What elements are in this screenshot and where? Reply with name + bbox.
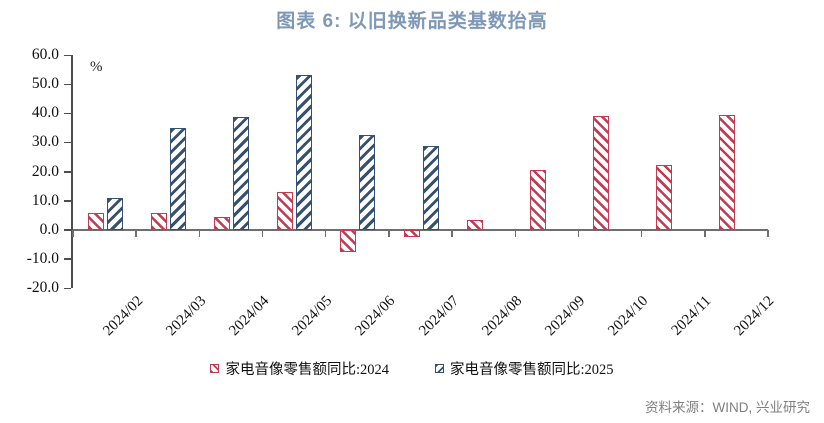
legend-marker-2024-icon: [210, 364, 220, 373]
y-axis-tick-label: -10.0: [26, 249, 59, 267]
bar-2025-2024/03: [169, 127, 186, 230]
y-axis-tick-label: 50.0: [31, 75, 59, 93]
y-axis-tick-label: 60.0: [31, 46, 59, 63]
bar-2024-2024/03: [150, 212, 167, 230]
x-axis-tick: [72, 229, 74, 237]
bar-2024-2024/04: [213, 216, 230, 230]
y-axis-tick-label: 0.0: [39, 220, 59, 238]
y-axis-tick-label: -20.0: [26, 279, 59, 296]
y-axis-tick: [64, 229, 71, 231]
y-axis-tick-label: 30.0: [31, 133, 59, 151]
legend-label-2024: 家电音像零售额同比:2024: [225, 362, 389, 378]
bar-2024-2024/05: [277, 192, 294, 230]
x-axis-baseline: [73, 228, 768, 231]
x-axis-tick: [767, 229, 769, 237]
y-axis-tick: [64, 141, 71, 144]
chart-legend: 家电音像零售额同比:2024 家电音像零售额同比:2025: [0, 358, 824, 379]
bar-2025-2024/07: [422, 146, 439, 230]
x-axis-tick: [577, 229, 580, 237]
legend-marker-2025-icon: [435, 364, 444, 373]
bar-2024-2024/09: [529, 170, 546, 230]
x-axis-tick: [324, 229, 327, 237]
y-axis-line: [71, 55, 73, 288]
y-axis-tick-label: 20.0: [31, 162, 59, 180]
bar-2024-2024/10: [593, 115, 610, 230]
y-axis-tick-label: 10.0: [31, 191, 59, 209]
bar-2024-2024/08: [466, 219, 483, 230]
y-axis-unit-label: %: [90, 59, 103, 75]
y-axis-tick: [64, 83, 71, 86]
bar-2025-2024/02: [106, 198, 123, 230]
bar-2024-2024/07: [403, 229, 420, 237]
y-axis-tick: [64, 258, 71, 260]
x-axis-tick: [451, 229, 453, 237]
y-axis-tick-label: 40.0: [31, 104, 59, 122]
x-axis-tick: [388, 229, 390, 237]
chart-title: 图表 6: 以旧换新品类基数抬高: [276, 11, 548, 32]
x-axis-tick: [514, 229, 517, 237]
bar-2024-2024/12: [719, 115, 736, 230]
y-axis-tick: [64, 54, 71, 56]
x-axis-tick: [261, 229, 264, 237]
data-source-note: 资料来源：WIND, 兴业研究: [645, 400, 810, 415]
x-axis-tick: [704, 229, 706, 237]
x-axis-tick: [640, 229, 643, 237]
y-axis-tick: [64, 171, 71, 173]
y-axis-tick: [64, 112, 71, 115]
bar-2025-2024/04: [232, 116, 249, 230]
bar-2025-2024/06: [359, 135, 376, 230]
bar-2024-2024/02: [87, 213, 104, 230]
bar-2025-2024/05: [296, 75, 313, 230]
bar-2024-2024/11: [656, 165, 673, 230]
legend-item-2025: 家电音像零售额同比:2025: [435, 358, 614, 379]
legend-label-2025: 家电音像零售额同比:2025: [450, 362, 614, 378]
y-axis-tick: [64, 200, 71, 202]
x-axis-tick: [198, 229, 201, 237]
y-axis-tick: [64, 287, 71, 289]
x-axis-tick: [135, 229, 137, 237]
bar-2024-2024/06: [340, 229, 357, 252]
legend-item-2024: 家电音像零售额同比:2024: [210, 358, 389, 379]
